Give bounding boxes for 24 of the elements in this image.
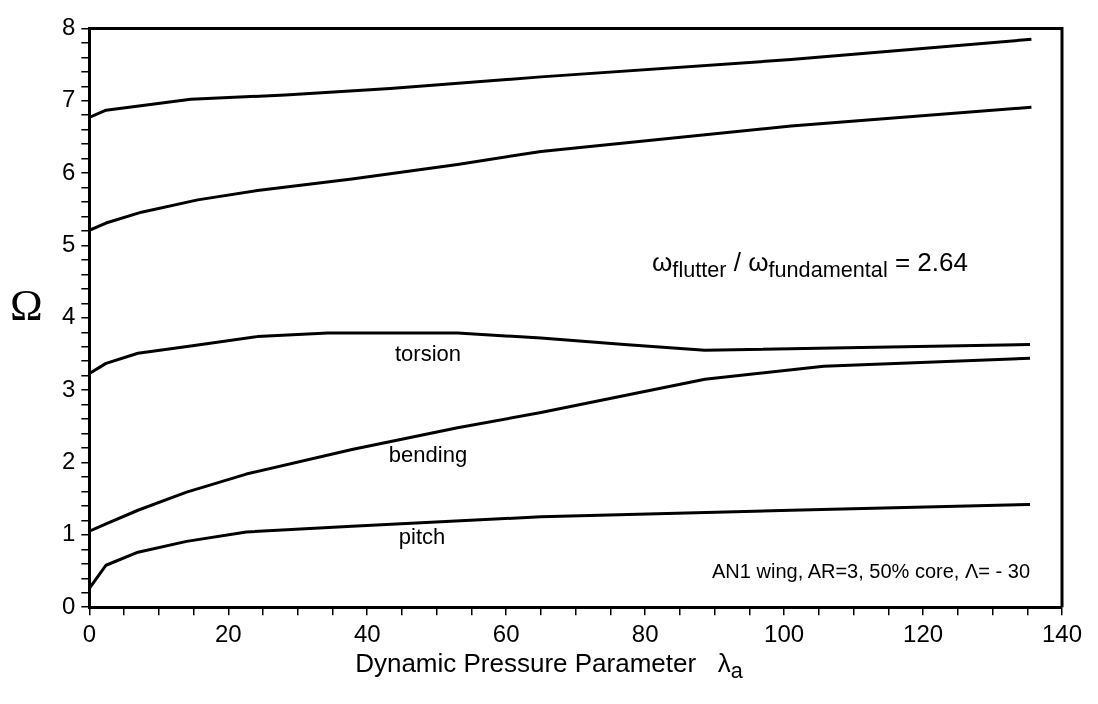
annotation: AN1 wing, AR=3, 50% core, Λ= - 30 bbox=[712, 560, 1030, 583]
y-axis-title: Ω bbox=[10, 280, 43, 331]
x-tick-label: 40 bbox=[353, 620, 381, 648]
y-tick-label: 5 bbox=[61, 230, 76, 258]
y-tick-label: 3 bbox=[61, 374, 76, 402]
x-tick-label: 20 bbox=[214, 620, 242, 648]
x-tick-label: 80 bbox=[631, 620, 659, 648]
y-tick-label: 7 bbox=[61, 85, 76, 113]
annotation: bending bbox=[388, 442, 468, 468]
y-tick-label: 8 bbox=[61, 13, 76, 41]
x-tick-label: 100 bbox=[764, 620, 805, 648]
x-tick-label: 140 bbox=[1041, 620, 1083, 648]
y-tick-label: 1 bbox=[61, 519, 76, 547]
annotation: torsion bbox=[394, 341, 462, 367]
x-tick-label: 120 bbox=[903, 620, 944, 648]
y-tick-label: 6 bbox=[61, 157, 76, 185]
x-axis-title: Dynamic Pressure Parameter λ$_{a}$ bbox=[354, 648, 744, 685]
y-tick-label: 4 bbox=[61, 302, 76, 330]
x-tick-label: 60 bbox=[492, 620, 520, 648]
annotation: pitch bbox=[398, 524, 446, 550]
x-tick-label: 0 bbox=[82, 620, 97, 648]
y-tick-label: 0 bbox=[61, 591, 76, 619]
y-tick-label: 2 bbox=[61, 447, 76, 475]
annotation: ω$_{flutter}$ / ω$_{fundamental}$ = 2.64 bbox=[652, 246, 968, 284]
